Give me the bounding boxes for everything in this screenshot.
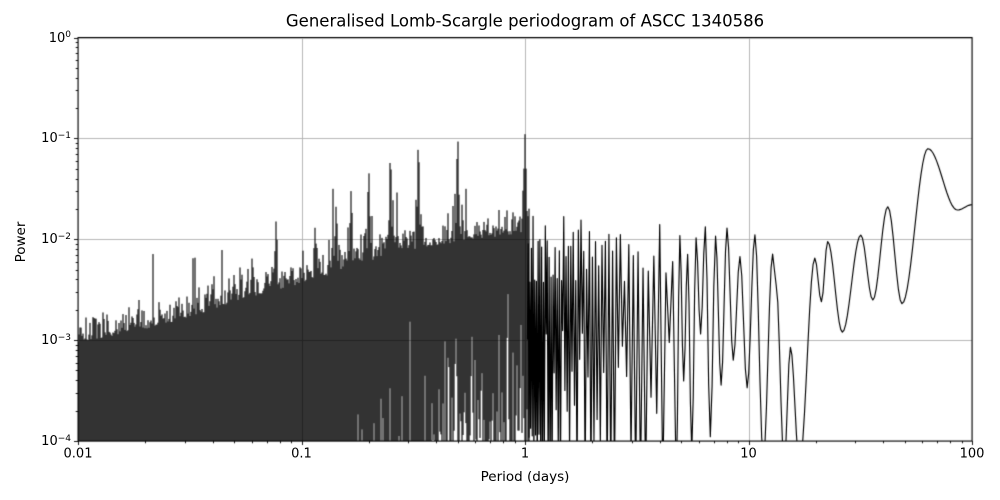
y-tick-label-10e−3: 10−3 bbox=[41, 332, 71, 349]
x-tick-label-10: 10 bbox=[740, 446, 757, 462]
y-tick-label-10e−2: 10−2 bbox=[41, 231, 71, 248]
y-axis-label: Power bbox=[13, 221, 29, 263]
chart-title: Generalised Lomb-Scargle periodogram of … bbox=[285, 11, 765, 31]
y-tick-label-10e−1: 10−1 bbox=[41, 131, 71, 147]
y-tick-label-10e−4: 10−4 bbox=[41, 433, 71, 450]
x-tick-label-1: 1 bbox=[520, 446, 530, 462]
x-tick-label-100: 100 bbox=[959, 446, 985, 462]
y-tick-label-10e0: 100 bbox=[48, 30, 71, 46]
x-tick-label-0.01: 0.01 bbox=[63, 446, 93, 462]
x-tick-label-0.1: 0.1 bbox=[291, 446, 312, 462]
x-axis-label: Period (days) bbox=[480, 469, 570, 485]
